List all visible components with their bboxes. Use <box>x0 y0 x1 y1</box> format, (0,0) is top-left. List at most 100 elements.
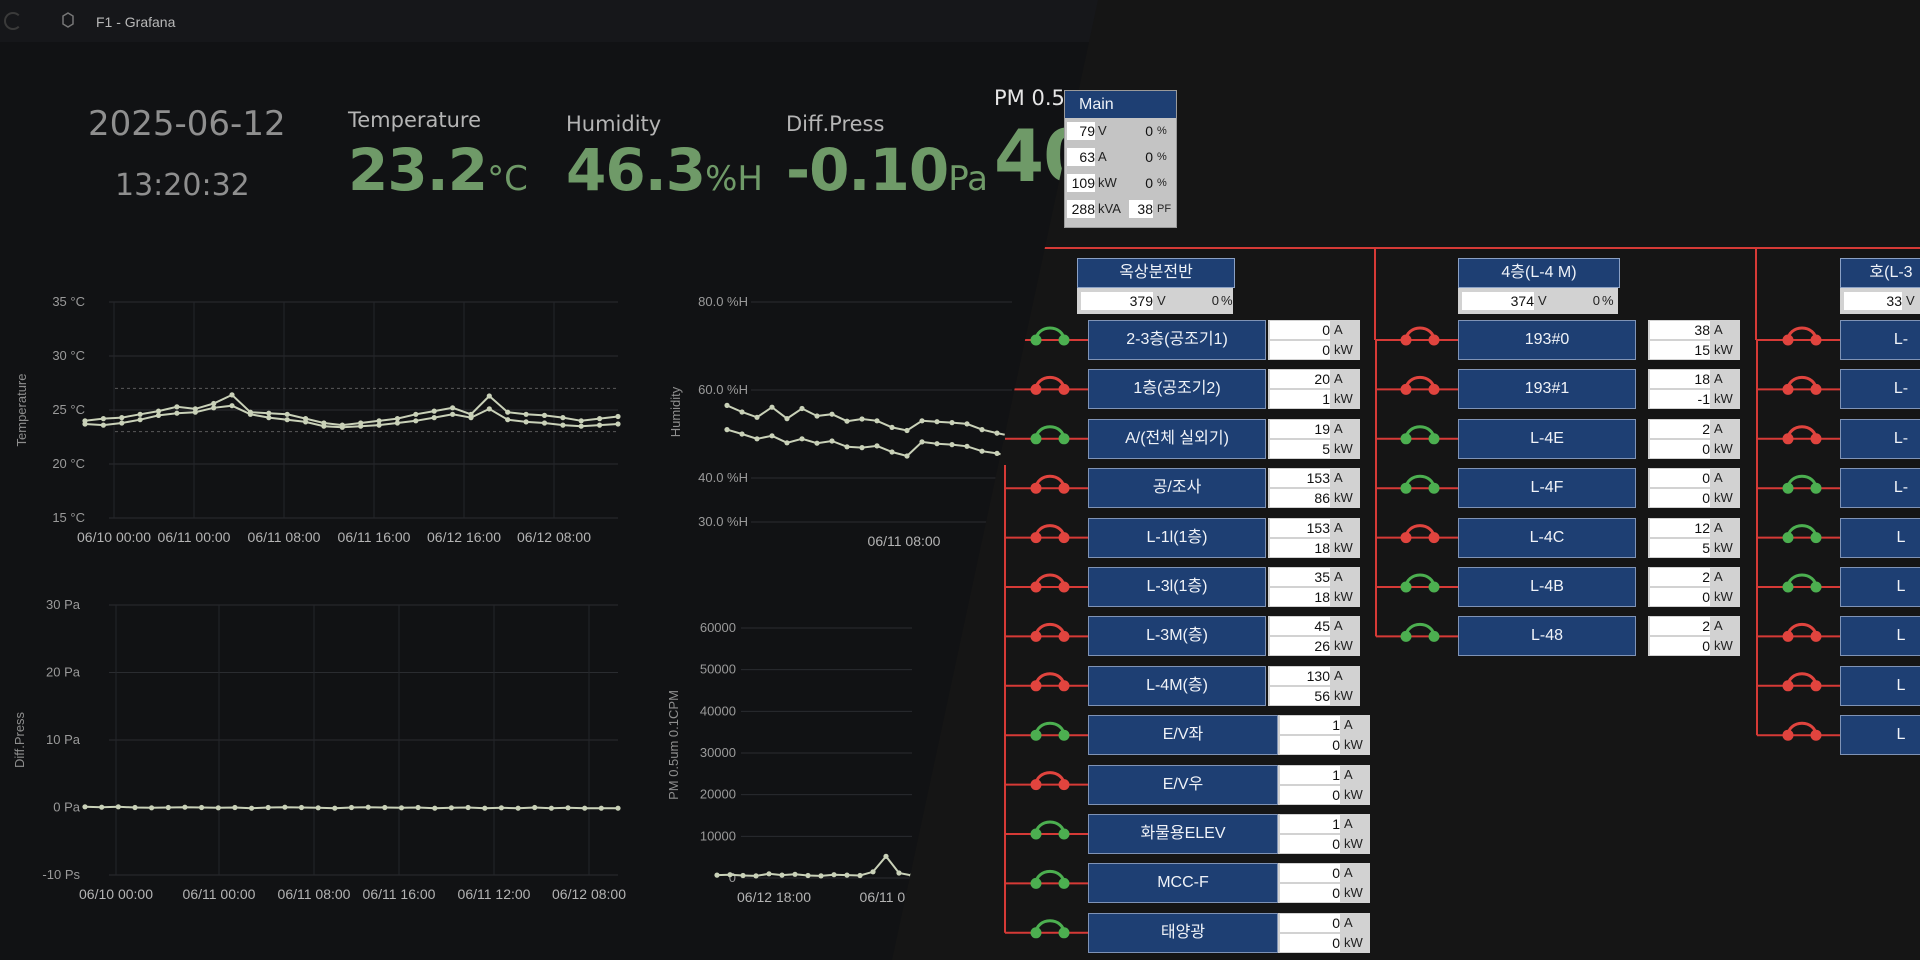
feeder-button[interactable]: 태양광 <box>1088 912 1278 953</box>
feeder-button[interactable]: E/V우 <box>1088 764 1278 805</box>
data-point <box>265 804 271 811</box>
feeder-kw-unit: kW <box>1334 440 1353 456</box>
feeder-button[interactable]: 193#0 <box>1458 320 1636 360</box>
feeder-button[interactable]: A/(전체 실외기) <box>1088 418 1266 459</box>
x-tick-label: 06/11 16:00 <box>338 529 411 545</box>
data-point <box>541 420 548 426</box>
feeder-button[interactable]: L <box>1840 665 1920 706</box>
data-point <box>994 450 1000 456</box>
data-point <box>450 411 456 417</box>
reload-icon[interactable] <box>4 12 22 30</box>
feeder-amps-unit: A <box>1334 667 1343 683</box>
x-tick-label: 06/10 00:00 <box>77 529 151 545</box>
feeder-kw-unit: kW <box>1334 638 1353 654</box>
feeder-button[interactable]: L- <box>1840 369 1920 410</box>
feeder-button[interactable]: 화물용ELEV <box>1088 814 1278 854</box>
breaker-contact-right <box>1428 482 1440 494</box>
breaker-contact-left <box>1782 729 1794 741</box>
data-point <box>450 405 456 411</box>
feeder-kw-unit: kW <box>1344 737 1363 753</box>
feeder-button[interactable]: L-3l(1층) <box>1088 567 1266 607</box>
data-point <box>82 421 88 427</box>
data-point <box>298 804 305 811</box>
data-point <box>859 416 865 422</box>
feeder-button[interactable]: 공/조사 <box>1088 468 1266 509</box>
feeder-button[interactable]: L <box>1840 567 1920 607</box>
feeder-button[interactable]: MCC-F <box>1088 863 1278 904</box>
feeder-button[interactable]: L-1l(1층) <box>1088 517 1266 558</box>
feeder-button[interactable]: L- <box>1840 468 1920 509</box>
breaker-contact-right <box>1058 779 1070 791</box>
series-line <box>84 393 619 427</box>
feeder-button[interactable]: L-3M(층) <box>1088 616 1266 657</box>
data-point <box>82 804 88 810</box>
breaker-contact-right <box>1810 383 1822 395</box>
feeder-button[interactable]: L <box>1840 616 1920 657</box>
breaker-contact-left <box>1030 877 1042 889</box>
data-point <box>482 805 488 811</box>
y-tick-label: 60.0 %H <box>698 382 748 397</box>
feeder-kw: 1 <box>1270 390 1330 409</box>
stat-value: 46.3 <box>566 136 706 204</box>
main-meter-value: 79 <box>1067 122 1095 140</box>
feeder-amps-unit: A <box>1334 569 1343 584</box>
feeder-button[interactable]: E/V좌 <box>1088 715 1278 756</box>
data-point <box>486 393 492 399</box>
feeder-button[interactable]: 1층(공조기2) <box>1088 369 1266 410</box>
main-meter-row: 79 V 0% <box>1065 118 1176 144</box>
breaker-contact-left <box>1030 828 1042 840</box>
feeder-kw: 0 <box>1650 637 1710 656</box>
y-tick-label: 0 Pa <box>53 800 81 815</box>
feeder-amps: 0 <box>1280 864 1340 883</box>
feeder-button[interactable]: L-48 <box>1458 616 1636 657</box>
y-axis-title: Humidity <box>668 386 683 437</box>
feeder-button[interactable]: L <box>1840 517 1920 558</box>
y-tick-label: 60000 <box>700 620 736 635</box>
data-point <box>284 417 290 423</box>
feeder-button[interactable]: L-4B <box>1458 567 1636 607</box>
data-point <box>282 804 288 810</box>
data-point <box>321 423 327 429</box>
breaker-contact-left <box>1030 433 1042 445</box>
data-point <box>149 805 155 811</box>
data-point <box>215 805 221 811</box>
feeder-button[interactable]: L <box>1840 715 1920 756</box>
data-point <box>994 430 1000 436</box>
grafana-logo-icon <box>62 12 74 28</box>
feeder-button[interactable]: L- <box>1840 418 1920 459</box>
feeder-button[interactable]: 2-3층(공조기1) <box>1088 320 1266 360</box>
data-point <box>792 871 798 877</box>
feeder-button[interactable]: L- <box>1840 320 1920 360</box>
feeder-button[interactable]: 193#1 <box>1458 369 1636 410</box>
breaker-contact-left <box>1030 630 1042 642</box>
panel-header: 호(L-3 <box>1840 258 1920 288</box>
feeder-button[interactable]: L-4F <box>1458 468 1636 509</box>
breaker-contact-left <box>1030 927 1042 939</box>
feeder-amps: 153 <box>1270 469 1330 488</box>
feeder-button[interactable]: L-4E <box>1458 418 1636 459</box>
tab-title[interactable]: F1 - Grafana <box>96 14 176 30</box>
y-tick-label: 10 Pa <box>46 732 81 747</box>
chart-panel: 80.0 %H60.0 %H40.0 %H30.0 %H06/11 08:000… <box>668 294 1024 549</box>
data-point <box>486 406 492 412</box>
main-meter-unit: V <box>1098 123 1107 138</box>
data-point <box>382 804 388 811</box>
y-tick-label: 35 °C <box>52 294 85 309</box>
data-point <box>799 405 805 412</box>
data-point <box>766 871 772 877</box>
data-point <box>934 419 940 425</box>
data-point <box>192 409 198 415</box>
feeder-button[interactable]: L-4M(층) <box>1088 665 1266 706</box>
feeder-amps-unit: A <box>1344 717 1353 733</box>
feeder-button[interactable]: L-4C <box>1458 517 1636 558</box>
breaker-contact-right <box>1810 433 1822 445</box>
feeder-amps: 1 <box>1280 815 1340 833</box>
data-point <box>431 408 437 414</box>
y-tick-label: 30.0 %H <box>698 514 748 529</box>
data-point <box>155 408 162 414</box>
stat-humidity: Humidity 46.3%H <box>566 112 763 204</box>
data-point <box>211 405 217 411</box>
data-point <box>883 853 889 859</box>
feeder-kw: 0 <box>1280 736 1340 755</box>
data-point <box>964 421 970 427</box>
